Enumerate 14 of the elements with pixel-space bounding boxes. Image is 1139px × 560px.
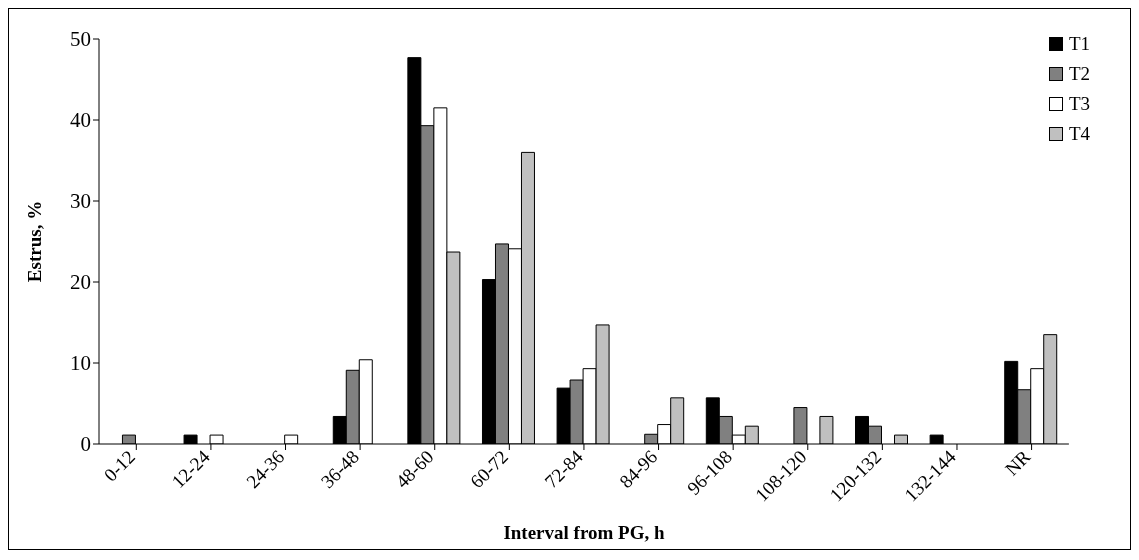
y-tick-label: 50 xyxy=(70,27,91,52)
x-tick-label: NR xyxy=(1000,445,1035,480)
y-axis-title: Estrus, % xyxy=(23,200,45,283)
legend-label: T3 xyxy=(1068,92,1090,116)
y-tick-label: 40 xyxy=(70,108,91,133)
x-tick-label: 0-12 xyxy=(99,445,140,486)
y-tick-label: 10 xyxy=(70,351,91,376)
legend-label: T4 xyxy=(1068,122,1090,146)
y-tick-label: 20 xyxy=(70,270,91,295)
legend-label: T2 xyxy=(1068,62,1090,86)
y-tick-label: 0 xyxy=(80,432,91,457)
legend-label: T1 xyxy=(1068,32,1090,56)
y-tick-label: 30 xyxy=(70,189,91,214)
x-axis-title: Interval from PG, h xyxy=(503,522,665,543)
